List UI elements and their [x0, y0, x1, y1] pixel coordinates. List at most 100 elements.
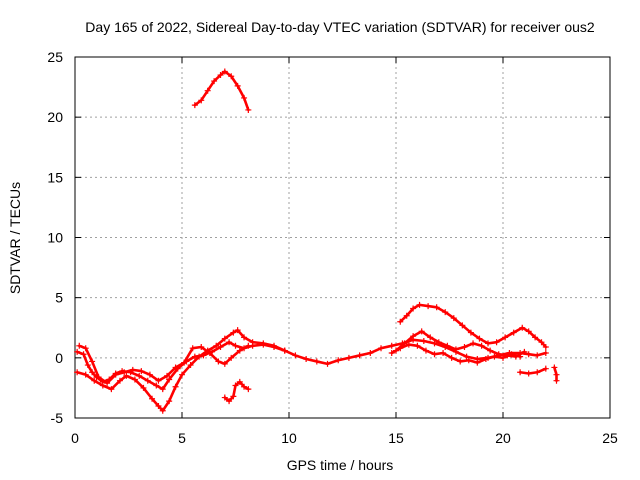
data-point [221, 394, 228, 401]
series-line [518, 367, 548, 375]
data-point [129, 366, 136, 373]
data-point [112, 371, 119, 378]
data-point [487, 347, 494, 354]
data-point [435, 339, 442, 346]
series-track-4 [397, 301, 549, 351]
x-tick-label: 0 [71, 430, 79, 446]
x-tick-label: 20 [495, 430, 511, 446]
data-point [367, 350, 374, 357]
data-point [271, 342, 278, 349]
data-point [260, 340, 267, 347]
y-tick-label: 5 [55, 290, 63, 306]
data-point [166, 376, 173, 383]
data-point [179, 371, 185, 378]
data-point [206, 350, 213, 357]
data-point [166, 398, 173, 405]
data-point [405, 341, 412, 348]
data-point [534, 352, 541, 359]
data-point [221, 68, 228, 75]
data-point [410, 333, 417, 340]
data-point [226, 398, 233, 405]
data-point [474, 359, 481, 366]
data-point [422, 347, 429, 354]
data-point [172, 364, 179, 371]
data-point [542, 350, 549, 357]
data-point [478, 342, 485, 349]
data-point [510, 329, 517, 336]
data-point [116, 377, 123, 384]
data-point [450, 315, 457, 322]
data-point [181, 359, 188, 366]
data-point [281, 347, 288, 354]
series-line [193, 70, 250, 112]
data-point [189, 345, 196, 352]
data-point [470, 340, 477, 347]
data-point [397, 318, 404, 325]
data-point [448, 354, 455, 361]
data-point [131, 376, 138, 383]
data-point [500, 354, 506, 361]
data-point [76, 342, 83, 349]
data-point [431, 351, 438, 358]
y-tick-label: -5 [51, 410, 64, 426]
x-axis-label: GPS time / hours [287, 457, 394, 473]
data-point [461, 344, 468, 351]
data-point [191, 102, 198, 109]
data-point [538, 339, 545, 346]
data-point [345, 354, 352, 361]
data-point [356, 352, 363, 359]
data-point [108, 386, 115, 393]
data-point [444, 342, 451, 349]
data-point [249, 339, 256, 346]
data-point [241, 94, 248, 101]
data-point [245, 342, 252, 349]
data-point [485, 340, 492, 347]
data-point [236, 347, 243, 354]
data-point [463, 353, 470, 360]
series-track-8 [551, 364, 560, 384]
data-point [215, 358, 222, 365]
series-track-3 [76, 342, 252, 387]
y-tick-label: 0 [55, 350, 63, 366]
data-point [431, 340, 438, 347]
series-track-2 [74, 327, 288, 414]
series-line [394, 330, 526, 358]
data-point [465, 357, 472, 364]
data-point [388, 350, 395, 357]
data-point [104, 380, 111, 387]
data-point [153, 382, 160, 389]
data-point [410, 305, 417, 312]
data-point [236, 378, 243, 385]
data-point [136, 372, 143, 379]
x-tick-label: 10 [281, 430, 297, 446]
chart-title: Day 165 of 2022, Sidereal Day-to-day VTE… [85, 19, 595, 35]
data-point [313, 358, 320, 365]
y-tick-label: 25 [47, 49, 63, 65]
data-point [95, 374, 102, 381]
data-point [378, 345, 385, 352]
data-point [82, 371, 89, 378]
data-point [228, 354, 235, 361]
data-point [292, 352, 299, 359]
data-point [418, 328, 425, 335]
grid-lines [75, 57, 610, 418]
data-point [221, 360, 228, 367]
series-track-10 [221, 378, 252, 405]
data-point [245, 106, 252, 113]
data-point [442, 309, 449, 316]
data-point [198, 344, 205, 351]
data-point [164, 372, 171, 379]
x-tick-label: 15 [388, 430, 404, 446]
data-point [121, 369, 128, 376]
data-point [476, 335, 483, 342]
data-point [140, 384, 147, 391]
data-point [397, 345, 404, 352]
data-point [198, 97, 205, 104]
data-point [149, 395, 156, 402]
data-point [217, 72, 224, 79]
axis-ticks: 0 5 10 15 20 25 -5 0 5 10 15 20 25 [47, 49, 618, 446]
data-point [457, 358, 464, 365]
data-point [91, 377, 98, 384]
plot-area [74, 68, 560, 414]
